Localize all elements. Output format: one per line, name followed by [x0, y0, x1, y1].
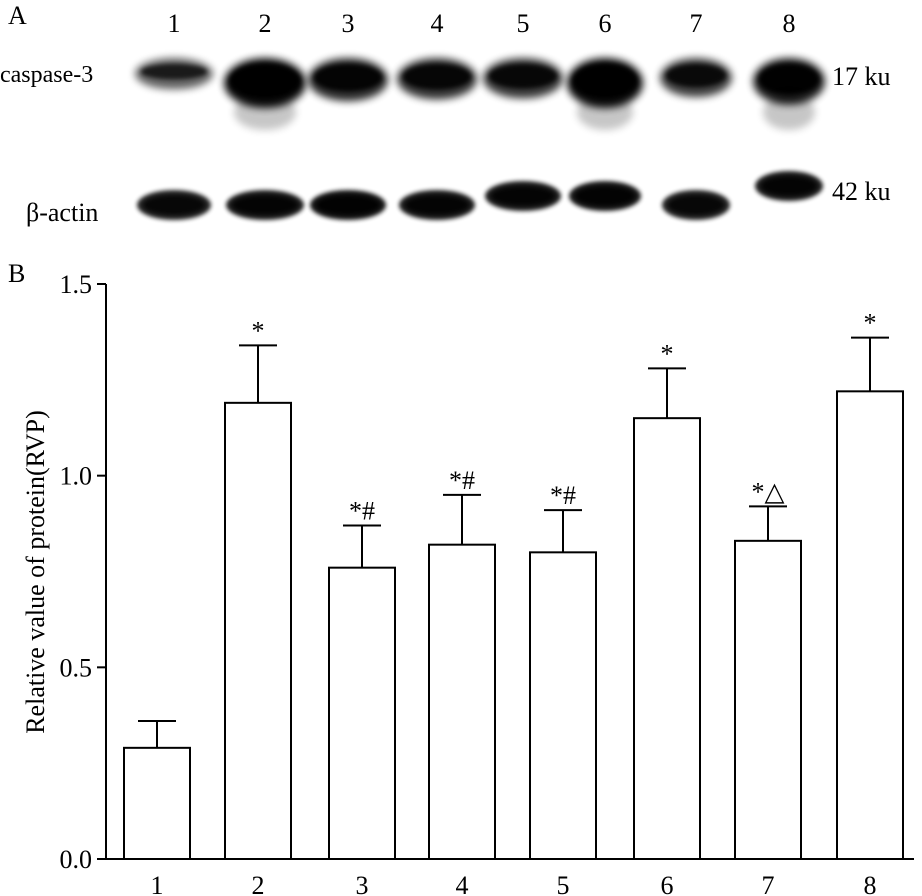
row-size-42ku: 42 ku — [832, 177, 891, 206]
band-beta-actin-lane-2 — [226, 190, 304, 220]
lane-label-1: 1 — [168, 9, 181, 38]
significance-label-3: *# — [349, 497, 375, 526]
bar-2 — [224, 401, 292, 860]
western-blot — [135, 58, 825, 220]
band-beta-actin-lane-5 — [485, 181, 561, 211]
band-beta-actin-lane-1 — [137, 190, 211, 220]
band-beta-actin-lane-8 — [755, 171, 823, 201]
band-beta-actin-lane-4 — [399, 190, 475, 220]
band-caspase-3-lane-6 — [567, 58, 643, 130]
row-label-caspase-3: caspase-3 — [0, 62, 93, 88]
bar-8 — [836, 390, 904, 860]
band-caspase-3-lane-7 — [660, 58, 732, 98]
bar-7 — [734, 539, 802, 860]
bar-1 — [123, 746, 191, 860]
row-label-beta-actin: β-actin — [26, 198, 98, 227]
x-tick-label-2: 2 — [252, 871, 265, 896]
band-caspase-3-lane-5 — [483, 58, 563, 99]
x-tick-label-8: 8 — [864, 871, 877, 896]
lane-label-7: 7 — [690, 9, 703, 38]
y-tick-label: 0.5 — [60, 653, 93, 682]
y-tick-label: 1.5 — [60, 270, 93, 299]
lane-label-3: 3 — [342, 9, 355, 38]
significance-label-4: *# — [449, 466, 475, 495]
significance-label-7: *△ — [752, 477, 785, 506]
y-tick-label: 1.0 — [60, 462, 93, 491]
lane-labels: 1 2 3 4 5 6 7 8 — [168, 9, 796, 38]
lane-label-6: 6 — [599, 9, 612, 38]
band-caspase-3-lane-3 — [308, 58, 388, 102]
x-tick-label-4: 4 — [456, 871, 469, 896]
x-tick-label-3: 3 — [356, 871, 369, 896]
y-tick-label: 0.0 — [60, 845, 93, 874]
lane-label-4: 4 — [431, 9, 444, 38]
lane-label-5: 5 — [517, 9, 530, 38]
band-caspase-3-lane-1 — [135, 58, 213, 90]
bar-6 — [633, 417, 701, 860]
significance-label-2: * — [252, 316, 265, 345]
lane-label-8: 8 — [783, 9, 796, 38]
band-beta-actin-lane-7 — [662, 190, 730, 220]
x-tick-label-6: 6 — [661, 871, 674, 896]
significance-label-5: *# — [550, 481, 576, 510]
significance-label-8: * — [864, 309, 877, 338]
band-beta-actin-lane-6 — [569, 181, 641, 211]
row-size-17ku: 17 ku — [832, 62, 891, 91]
bar-4 — [428, 543, 496, 861]
bar-3 — [328, 566, 396, 861]
band-caspase-3-lane-2 — [224, 58, 306, 130]
band-caspase-3-lane-4 — [397, 58, 477, 100]
significance-label-6: * — [661, 339, 674, 368]
band-caspase-3-lane-8 — [753, 58, 825, 130]
panel-a-label: A — [8, 1, 27, 30]
panel-b-label: B — [8, 259, 25, 288]
bar-chart: 0.0 0.5 1.0 1.5 1 * 2 *# 3 *# 4 *# 5 * 6 *△ 7 * 8 — [60, 270, 914, 896]
lane-label-2: 2 — [259, 9, 272, 38]
y-axis-label: Relative value of protein(RVP) — [21, 410, 50, 734]
band-beta-actin-lane-3 — [310, 190, 386, 220]
bar-5 — [529, 551, 597, 860]
x-tick-label-7: 7 — [762, 871, 775, 896]
x-tick-label-1: 1 — [151, 871, 164, 896]
x-tick-label-5: 5 — [557, 871, 570, 896]
